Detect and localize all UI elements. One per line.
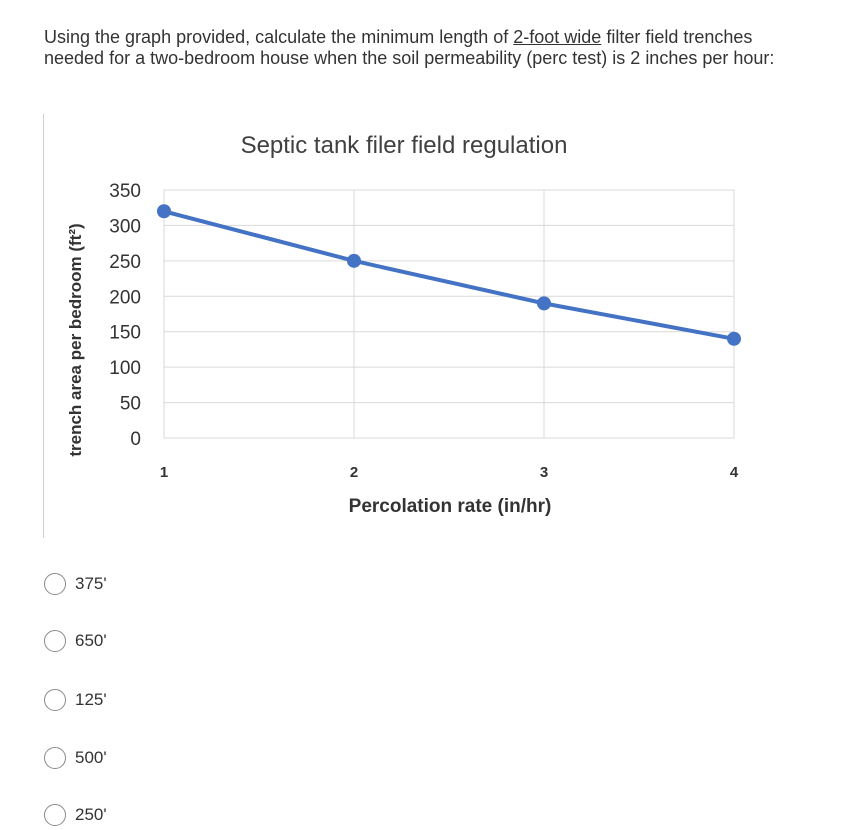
y-tick-label: 100 <box>109 358 141 379</box>
option-1[interactable]: 375' <box>44 569 107 599</box>
series-line <box>163 209 735 341</box>
y-axis-ticks: 350 300 250 200 150 100 50 0 <box>109 181 141 450</box>
option-label: 125' <box>75 690 107 709</box>
plot-area <box>163 189 735 439</box>
radio-button[interactable] <box>44 747 66 769</box>
option-4[interactable]: 500' <box>44 743 107 773</box>
y-tick-label: 0 <box>130 429 141 450</box>
chart-container: 350 300 250 200 150 100 50 0 1 2 3 4 Septic tank f… <box>43 114 764 538</box>
gridlines <box>163 189 735 439</box>
x-axis-label: Percolation rate (in/hr) <box>349 496 552 517</box>
radio-button[interactable] <box>44 804 66 826</box>
question-text-end: filter field trenches needed for a two-b… <box>44 27 775 68</box>
y-tick-label: 350 <box>109 181 141 202</box>
question-underlined-term: 2-foot wide <box>513 27 602 47</box>
x-tick-label: 1 <box>160 464 168 481</box>
x-tick-label: 4 <box>730 464 739 481</box>
option-label: 500' <box>75 748 107 767</box>
option-label: 250' <box>75 805 107 824</box>
radio-button[interactable] <box>44 573 66 595</box>
y-tick-label: 250 <box>109 252 141 273</box>
question-text-start: Using the graph provided, calculate the … <box>44 27 514 47</box>
y-axis-label: trench area per bedroom (ft²) <box>66 223 85 456</box>
data-point <box>157 204 171 219</box>
data-point <box>347 253 361 268</box>
y-tick-label: 300 <box>109 216 141 237</box>
radio-button[interactable] <box>44 689 66 711</box>
option-label: 650' <box>75 631 107 650</box>
option-2[interactable]: 650' <box>44 626 107 656</box>
y-tick-label: 150 <box>109 323 141 344</box>
x-axis-ticks: 1 2 3 4 <box>160 464 739 481</box>
option-3[interactable]: 125' <box>44 685 107 715</box>
chart-title: Septic tank filer field regulation <box>241 132 568 159</box>
x-tick-label: 3 <box>540 464 548 481</box>
radio-button[interactable] <box>44 630 66 652</box>
series <box>157 204 741 346</box>
option-5[interactable]: 250' <box>44 800 107 830</box>
y-tick-label: 50 <box>120 394 141 415</box>
y-tick-label: 200 <box>109 287 141 308</box>
data-point <box>727 331 741 346</box>
line-chart: 350 300 250 200 150 100 50 0 1 2 3 4 Septic tank f… <box>66 132 741 517</box>
data-point <box>537 296 551 311</box>
x-tick-label: 2 <box>350 464 358 481</box>
option-label: 375' <box>75 574 107 593</box>
question-text: Using the graph provided, calculate the … <box>44 27 804 69</box>
